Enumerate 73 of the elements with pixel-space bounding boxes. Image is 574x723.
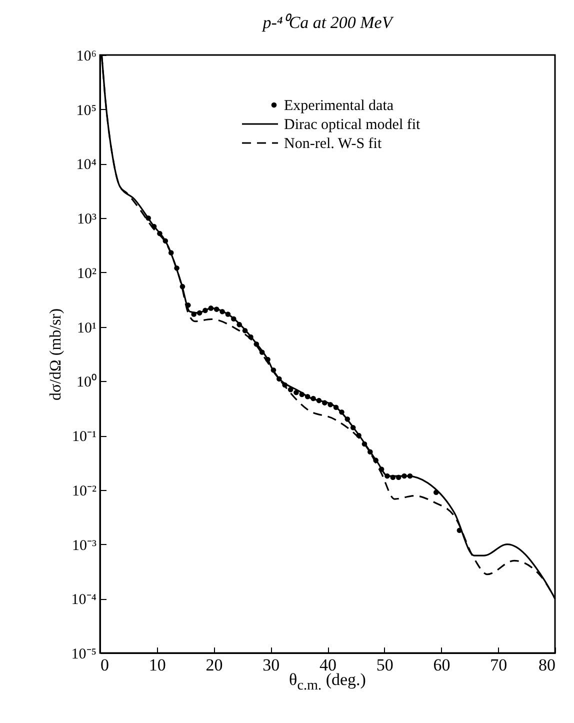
legend-label: Experimental data bbox=[284, 98, 394, 114]
point bbox=[196, 310, 202, 316]
point bbox=[174, 266, 180, 271]
x-tick-label: 80 bbox=[538, 656, 556, 674]
point bbox=[168, 250, 174, 256]
point bbox=[214, 306, 220, 312]
point bbox=[373, 458, 378, 463]
y-tick-label: 10⁴ bbox=[76, 157, 96, 174]
x-tick-label: 70 bbox=[490, 656, 508, 674]
point bbox=[202, 308, 208, 314]
y-tick-label: 10⁻¹ bbox=[72, 429, 96, 446]
y-tick-label: 10⁻⁵ bbox=[71, 646, 96, 662]
x-tick-label: 20 bbox=[206, 656, 223, 674]
y-tick-label: 10⁶ bbox=[76, 48, 96, 64]
point bbox=[304, 394, 310, 400]
point bbox=[316, 398, 322, 404]
x-tick-label: 60 bbox=[433, 656, 450, 674]
point bbox=[294, 390, 299, 396]
point bbox=[339, 409, 344, 415]
point bbox=[333, 404, 339, 410]
y-tick-label: 10¹ bbox=[77, 320, 96, 336]
point bbox=[350, 424, 356, 430]
point bbox=[259, 350, 265, 355]
x-tick-label: 50 bbox=[376, 656, 394, 674]
legend-label: Non-rel. W-S fit bbox=[284, 136, 382, 152]
point bbox=[231, 316, 236, 322]
point bbox=[362, 441, 368, 447]
point bbox=[180, 284, 186, 290]
point bbox=[310, 396, 316, 402]
point bbox=[208, 306, 214, 311]
point bbox=[378, 466, 384, 472]
point bbox=[282, 382, 288, 388]
point bbox=[270, 367, 276, 373]
y-tick-label: 10⁻⁴ bbox=[71, 592, 96, 608]
point bbox=[390, 474, 396, 480]
x-tick-label: 30 bbox=[262, 656, 280, 674]
point bbox=[328, 402, 333, 408]
point bbox=[225, 312, 231, 317]
point bbox=[384, 473, 390, 479]
point bbox=[299, 392, 305, 398]
point bbox=[276, 376, 282, 382]
point bbox=[146, 215, 151, 221]
point bbox=[456, 528, 462, 534]
y-tick-label: 10⁰ bbox=[76, 374, 96, 391]
point bbox=[396, 474, 402, 480]
x-tick-label: 10 bbox=[148, 656, 166, 674]
legend-label: Dirac optical model fit bbox=[284, 117, 422, 133]
y-tick-label: 10³ bbox=[77, 212, 97, 228]
point bbox=[368, 449, 373, 455]
point bbox=[407, 473, 413, 479]
x-tick-label: 0 bbox=[100, 656, 109, 674]
point bbox=[322, 400, 328, 406]
point bbox=[265, 356, 270, 362]
point bbox=[248, 334, 254, 340]
point bbox=[356, 432, 362, 438]
y-tick-label: 10⁻³ bbox=[72, 538, 97, 554]
y-tick-label: 10⁵ bbox=[76, 102, 96, 119]
point bbox=[157, 230, 162, 236]
point bbox=[220, 309, 225, 314]
point bbox=[151, 224, 157, 230]
point bbox=[191, 312, 196, 317]
y-axis-title: dσ/dΩ (mb/sr) bbox=[47, 308, 64, 401]
point bbox=[402, 473, 407, 479]
point bbox=[242, 328, 248, 334]
y-tick-label: 10² bbox=[77, 266, 97, 282]
point bbox=[162, 238, 168, 244]
y-tick-label: 10⁻² bbox=[72, 483, 97, 500]
point bbox=[254, 342, 260, 347]
point bbox=[433, 490, 439, 496]
point bbox=[236, 322, 242, 328]
point bbox=[344, 416, 350, 422]
point bbox=[288, 386, 294, 392]
chart-title: p-⁴⁰Ca at 200 MeV bbox=[262, 13, 395, 32]
